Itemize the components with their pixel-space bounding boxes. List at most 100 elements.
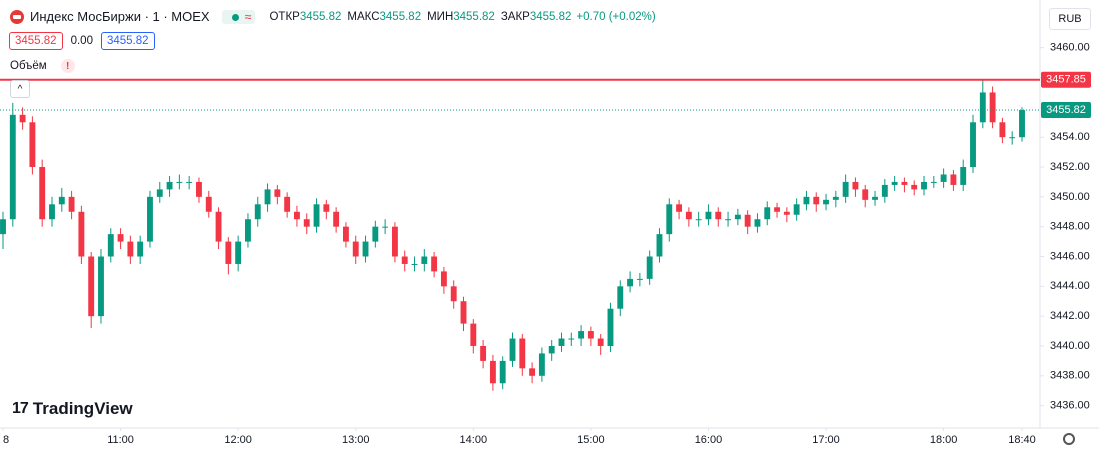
y-tick-label: 3436.00: [1050, 400, 1090, 412]
candle-body: [294, 211, 300, 220]
y-tick-label: 3450.00: [1050, 191, 1090, 203]
candle-body: [421, 256, 428, 264]
candle-body: [568, 338, 575, 340]
candle-body: [950, 174, 957, 185]
candle-body: [793, 204, 800, 215]
candle-body: [548, 345, 555, 354]
volume-label[interactable]: Объём: [10, 60, 47, 72]
candle-body: [342, 226, 349, 242]
candle-body: [78, 211, 85, 257]
candle-body: [901, 181, 908, 185]
candle-body: [9, 114, 16, 220]
candle-body: [940, 174, 947, 182]
candle-body: [999, 122, 1006, 138]
candle-body: [666, 204, 673, 235]
buy-button[interactable]: 3455.82: [100, 32, 155, 50]
y-tick-label: 3442.00: [1050, 310, 1090, 322]
change: +0.70 (+0.02%): [576, 10, 656, 23]
y-tick-label: 3452.00: [1050, 161, 1090, 173]
candle-body: [979, 92, 986, 123]
candle-body: [88, 256, 95, 317]
candle-body: [587, 331, 594, 339]
y-tick-label: 3438.00: [1050, 370, 1090, 382]
y-tick-label: 3454.00: [1050, 131, 1090, 143]
x-tick-label: 14:00: [460, 434, 488, 446]
candle-body: [891, 181, 898, 185]
candle-body: [205, 196, 212, 212]
candle-body: [303, 219, 310, 227]
x-tick-label: 15:00: [577, 434, 605, 446]
spread: 0.00: [70, 35, 93, 47]
high-price-tag: [1041, 71, 1091, 88]
ohlc-value: 3455.82: [453, 10, 495, 23]
candle-body: [470, 323, 477, 346]
candle-body: [264, 189, 271, 205]
market-status: [231, 13, 239, 21]
candle-body: [960, 167, 967, 185]
candle-body: [725, 219, 731, 221]
candle-body: [774, 207, 780, 212]
candle-body: [783, 211, 790, 215]
candle-body: [254, 204, 261, 220]
x-tick-label: 11:00: [107, 434, 134, 446]
status-pill[interactable]: ≈: [221, 9, 256, 24]
candle-body: [832, 196, 839, 200]
candle-body: [627, 278, 634, 287]
symbol-legend: Индекс МосБиржи · 1 · MOEX ≈ ОТКР 3455.82…: [10, 9, 656, 24]
candle-body: [862, 189, 869, 200]
candle-body: [274, 189, 281, 197]
ohlc-label: МАКС: [347, 10, 380, 23]
candle-body: [930, 181, 937, 183]
candle-body: [460, 301, 467, 324]
candle-body: [313, 204, 320, 227]
candle-body: [137, 241, 144, 257]
candle-body: [842, 181, 849, 197]
candle-body: [235, 241, 242, 264]
candle-body: [597, 338, 604, 346]
candle-body: [450, 286, 457, 302]
candle-body: [558, 338, 565, 346]
candle-body: [538, 353, 545, 376]
delay-icon: ≈: [244, 9, 252, 24]
candle-body: [391, 226, 398, 257]
volume-legend: Объём !: [10, 59, 75, 73]
candle-body: [245, 219, 251, 242]
settings-button[interactable]: [1063, 433, 1075, 445]
bid-ask-row: 3455.82 0.00 3455.82: [9, 32, 155, 50]
candle-body: [970, 122, 976, 168]
y-tick-label: 3448.00: [1050, 221, 1090, 233]
y-tick-label: 3460.00: [1050, 42, 1090, 54]
candle-body: [372, 226, 379, 242]
candle-body: [911, 184, 918, 190]
candle-body: [676, 204, 683, 212]
candle-body: [147, 196, 153, 242]
x-tick-label: 18:40: [1008, 434, 1036, 446]
candle-body: [715, 211, 722, 220]
symbol-title[interactable]: Индекс МосБиржи · 1 · MOEX: [30, 9, 210, 24]
candle-body: [872, 196, 878, 200]
candle-body: [98, 256, 104, 317]
candle-body: [333, 211, 340, 227]
ohlc-value: 3455.82: [529, 10, 572, 23]
candle-body: [156, 189, 163, 197]
candle-body: [646, 256, 653, 279]
candle-body: [480, 345, 487, 361]
candle-body: [813, 196, 820, 205]
candle-body: [0, 219, 6, 235]
warning-icon[interactable]: !: [60, 59, 75, 73]
candle-body: [19, 114, 26, 123]
sell-button[interactable]: 3455.82: [9, 32, 63, 50]
candle-body: [58, 196, 65, 205]
candle-body: [39, 167, 46, 220]
logo-mark: 17: [12, 400, 29, 417]
x-tick-label: 8: [3, 434, 9, 446]
candle-body: [323, 204, 330, 212]
candle-body: [519, 338, 526, 369]
currency-button[interactable]: RUB: [1049, 8, 1091, 30]
brand-logo[interactable]: 17 TradingView: [12, 399, 133, 419]
candle-body: [921, 181, 927, 190]
collapse-button[interactable]: ^: [10, 80, 30, 98]
x-tick-label: 12:00: [224, 434, 252, 446]
candle-body: [29, 122, 36, 168]
